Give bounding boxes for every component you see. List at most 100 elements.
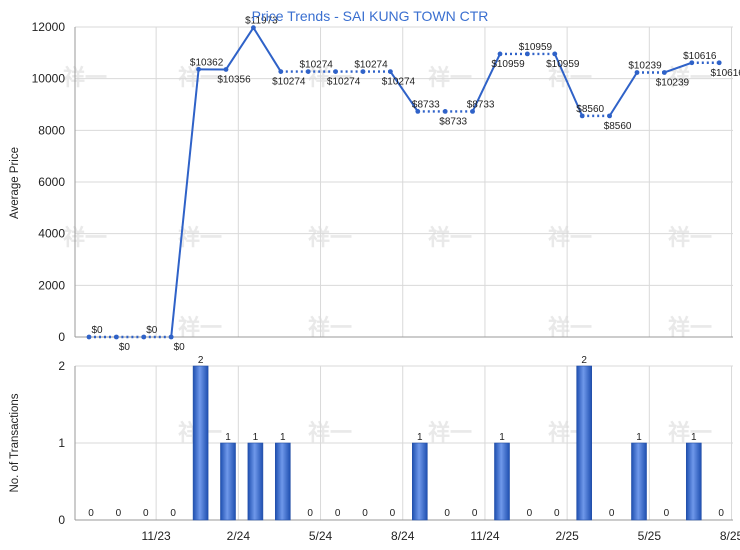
price-y-tick-label: 4000 [38,227,65,241]
transaction-count-label: 0 [472,508,478,519]
price-point [223,67,229,72]
price-data-label: $10959 [546,59,580,70]
price-point [114,334,119,340]
price-data-label: $8560 [576,104,604,115]
price-data-label: $8733 [467,99,495,110]
watermark-text: 祥一 [428,420,472,446]
price-y-tick-label: 6000 [38,175,65,189]
price-point [333,69,338,74]
x-tick-label: 8/25 [720,529,740,543]
transaction-count-label: 0 [718,508,724,519]
price-line-segment [471,53,501,112]
transactions-y-axis-label: No. of Transactions [9,393,21,492]
transaction-count-label: 2 [581,355,587,366]
price-line-segment [225,27,255,71]
transaction-count-label: 1 [225,432,231,443]
transactions-y-tick-label: 1 [58,436,65,450]
transaction-count-label: 0 [88,508,94,519]
price-point [388,69,393,74]
price-line-segment [664,61,693,74]
transaction-count-label: 1 [499,432,505,443]
transaction-count-label: 0 [444,508,450,519]
chart-title: Price Trends - SAI KUNG TOWN CTR [252,8,489,24]
transaction-bar [192,365,209,521]
transaction-count-label: 0 [116,508,122,519]
transaction-count-label: 1 [691,432,697,443]
price-data-label: $10274 [354,60,388,71]
watermark-text: 祥一 [428,225,472,251]
watermark-text: 祥一 [178,225,222,251]
transaction-count-label: 1 [417,432,423,443]
transaction-bar [494,442,510,521]
transaction-bar [685,442,702,521]
transaction-bar [576,365,593,521]
transactions-y-tick-label: 0 [58,513,65,527]
price-data-label: $0 [91,325,103,336]
price-line-segment [252,27,282,73]
x-tick-label: 5/25 [638,529,662,543]
transaction-count-label: 0 [527,508,533,519]
price-line-segment [389,71,419,112]
watermark-text: 祥一 [63,225,107,251]
x-tick-label: 8/24 [391,529,415,543]
price-data-label: $10356 [217,74,251,85]
price-point [360,69,366,74]
transaction-bar [411,442,428,521]
price-point [86,334,92,340]
transaction-count-label: 0 [307,508,313,519]
x-tick-label: 5/24 [309,529,333,543]
price-data-label: $10239 [628,60,662,71]
price-line-segment [608,71,638,117]
x-tick-label: 11/23 [142,529,171,543]
price-point [196,66,202,72]
price-point [634,70,640,75]
price-y-tick-label: 0 [58,330,65,344]
price-point [251,25,256,31]
price-data-label: $10274 [272,77,306,88]
price-data-label: $10616 [683,51,717,62]
price-point [525,51,530,57]
transactions-grid [74,365,733,521]
price-data-label: $10959 [491,59,525,70]
watermark-text: 祥一 [548,225,592,251]
watermark-text: 祥一 [308,65,352,91]
price-y-tick-label: 2000 [38,278,65,292]
transaction-count-label: 0 [170,508,176,519]
watermark-text: 祥一 [668,420,712,446]
transaction-count-label: 1 [636,432,642,443]
price-y-tick-label: 12000 [32,20,66,34]
price-point [662,70,667,75]
price-data-label: $10274 [300,60,334,71]
transaction-count-label: 0 [335,508,341,519]
price-data-label: $10362 [190,57,224,68]
price-line-segment [553,53,584,117]
x-tick-label: 2/24 [227,529,251,543]
price-data-label: $10239 [656,77,690,88]
price-line-segment [170,69,200,338]
transaction-count-label: 2 [198,355,204,366]
watermark-text: 祥一 [63,65,107,91]
price-point [552,51,558,57]
transaction-count-label: 0 [143,508,149,519]
price-point [607,113,612,119]
price-data-label: $8733 [412,99,440,110]
price-point [442,108,448,114]
watermark-text: 祥一 [668,225,712,251]
price-line [86,25,722,340]
price-grid [74,26,733,338]
price-data-label: $0 [119,342,131,353]
price-point [305,69,311,74]
transaction-count-label: 0 [664,508,670,519]
price-data-label: $8733 [439,116,467,127]
price-data-label: $0 [146,325,158,336]
price-point [579,113,585,119]
price-data-label: $10274 [382,77,416,88]
transaction-count-label: 0 [390,508,396,519]
price-data-label: $10616 [711,68,740,79]
transaction-bar [247,442,264,521]
transactions-bars [192,365,702,521]
price-point [497,51,503,57]
price-data-label: $10274 [327,77,361,88]
price-y-tick-label: 8000 [38,123,65,137]
watermark-text: 祥一 [308,420,352,446]
